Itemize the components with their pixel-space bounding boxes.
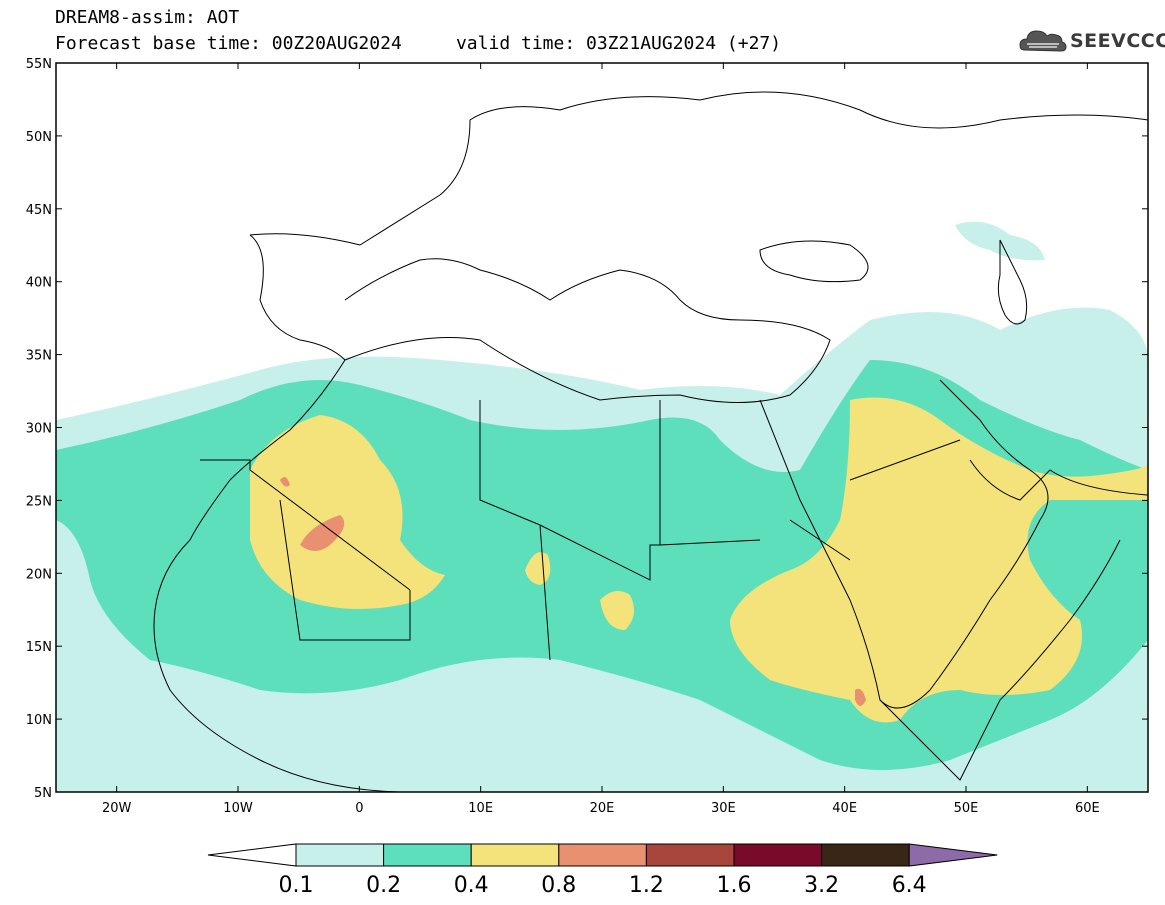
colorbar-label: 3.2: [804, 873, 839, 898]
aot-band-0.4-east: [730, 397, 1148, 723]
coast-caspian: [997, 239, 1028, 325]
lat-label: 50N: [26, 130, 52, 145]
coast-europe: [249, 91, 1148, 246]
lat-label: 45N: [26, 203, 52, 218]
aot-contours: [56, 221, 1148, 792]
lon-label: 20E: [590, 801, 615, 816]
lat-label: 35N: [26, 349, 52, 364]
aot-band-0.4-east-2: [600, 591, 634, 630]
cloud-icon: [1019, 30, 1067, 52]
colorbar-box: [295, 843, 385, 867]
lon-label: 10W: [223, 801, 253, 816]
lat-label: 55N: [26, 57, 52, 72]
forecast-times: Forecast base time: 00Z20AUG2024 valid t…: [55, 33, 782, 54]
longitude-axis: 20W 10W 0 10E 20E 30E 40E 50E 60E: [102, 63, 1100, 816]
colorbar-label: 1.6: [717, 873, 752, 898]
map-title: DREAM8-assim: AOT: [55, 7, 240, 28]
border-lines: [200, 400, 961, 661]
lon-label: 10E: [468, 801, 493, 816]
coast-persian-gulf: [969, 459, 1148, 501]
coastlines: [153, 91, 1148, 792]
colorbar-arrow-low: [207, 843, 297, 867]
lat-label: 30N: [26, 422, 52, 437]
colorbar-box: [733, 843, 823, 867]
colorbar-box: [383, 843, 472, 867]
aot-band-0.8-3: [855, 688, 866, 706]
colorbar-label: 0.4: [454, 873, 489, 898]
lon-label: 20W: [102, 801, 132, 816]
lat-label: 25N: [26, 494, 52, 509]
colorbar-box: [470, 843, 560, 867]
lon-label: 40E: [832, 801, 857, 816]
colorbar-box: [645, 843, 735, 867]
aot-band-0.8: [300, 515, 345, 551]
lon-label: 50E: [954, 801, 979, 816]
lon-label: 60E: [1075, 801, 1100, 816]
lat-label: 40N: [26, 276, 52, 291]
colorbar-boxes: [207, 843, 998, 867]
seevccc-logo: SEEVCCC: [1018, 24, 1165, 60]
lat-label: 20N: [26, 567, 52, 582]
lon-label: 0: [355, 801, 363, 816]
colorbar-labels: 0.1 0.2 0.4 0.8 1.2 1.6 3.2 6.4: [279, 873, 927, 898]
aot-band-0.4-west: [250, 415, 445, 609]
aot-band-0.8-2: [280, 476, 290, 487]
colorbar-label: 0.2: [366, 873, 401, 898]
latitude-axis: 55N 50N 45N 40N 35N 30N 25N 20N 15N 10N 5N: [26, 57, 1148, 801]
lat-label: 5N: [34, 786, 52, 801]
colorbar-label: 0.1: [279, 873, 314, 898]
colorbar-label: 6.4: [892, 873, 927, 898]
coast-horn-africa: [879, 539, 1121, 781]
colorbar-arrow-high: [908, 843, 998, 867]
colorbar-label: 1.2: [629, 873, 664, 898]
lon-label: 30E: [711, 801, 736, 816]
colorbar-box: [558, 843, 647, 867]
lat-label: 15N: [26, 640, 52, 655]
coast-black-sea: [759, 240, 869, 283]
colorbar-box: [821, 843, 910, 867]
lat-label: 10N: [26, 713, 52, 728]
coast-mediterranean: [344, 258, 831, 403]
logo-text: SEEVCCC: [1070, 30, 1165, 52]
colorbar-label: 0.8: [541, 873, 576, 898]
coast-west-africa: [153, 234, 401, 792]
